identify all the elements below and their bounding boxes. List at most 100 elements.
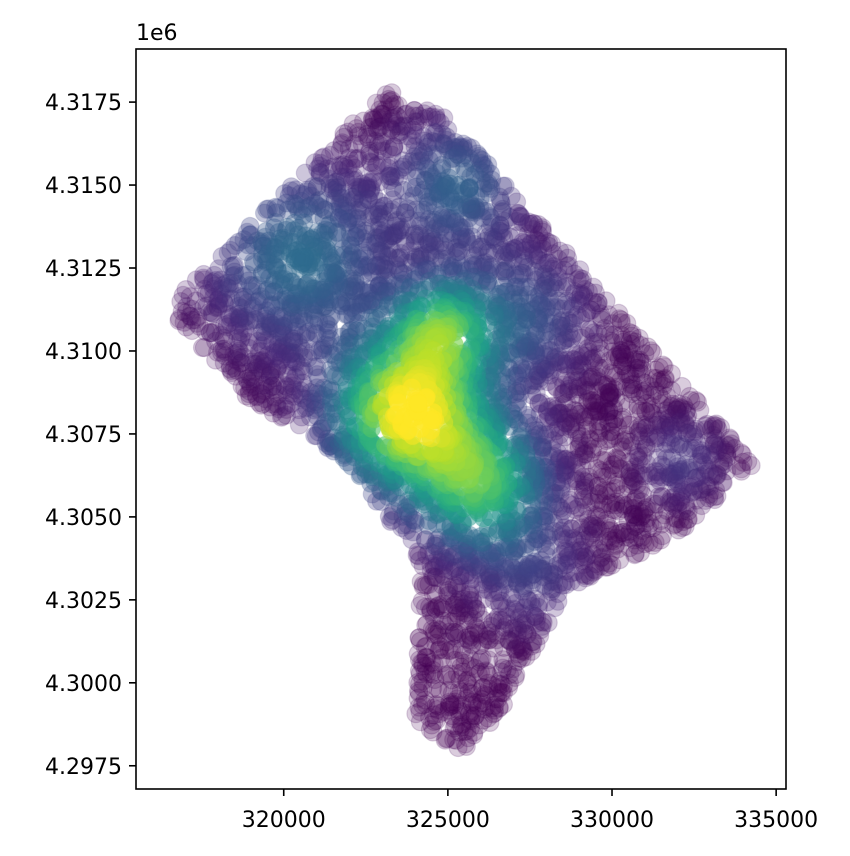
scatter-point [462, 695, 482, 715]
scatter-point [420, 719, 440, 740]
scatter-point [653, 376, 674, 396]
scatter-point [473, 677, 493, 698]
scatter-point [415, 637, 435, 657]
scatter-point [416, 647, 436, 667]
scatter-point [649, 385, 669, 405]
scatter-point [436, 665, 456, 685]
y-tick-label: 4.3025 [45, 589, 122, 614]
scatter-point [449, 722, 469, 742]
scatter-point [635, 373, 655, 393]
scatter-point [425, 624, 445, 645]
scatter-point [493, 694, 513, 715]
scatter-point [643, 368, 663, 388]
scatter-point [452, 702, 472, 722]
scatter-point [452, 695, 472, 715]
scatter-point [654, 373, 674, 394]
scatter-point [484, 700, 504, 720]
scatter-point [450, 669, 470, 690]
scatter-point [409, 628, 429, 648]
scatter-point [500, 664, 520, 685]
scatter-point [430, 681, 450, 701]
scatter-point [626, 350, 647, 370]
scatter-point [482, 698, 502, 718]
scatter-point [626, 535, 647, 555]
scatter-point [440, 696, 460, 716]
scatter-point [490, 671, 510, 691]
scatter-point [631, 507, 651, 527]
scatter-point [628, 395, 648, 415]
scatter-point [633, 530, 653, 550]
scatter-point [620, 379, 641, 399]
scatter-point [447, 628, 467, 648]
scatter-point [661, 380, 682, 400]
scatter-point [462, 706, 482, 726]
scatter-point [426, 710, 446, 731]
scatter-point [442, 706, 462, 726]
scatter-point [464, 722, 484, 742]
scatter-point [440, 692, 460, 712]
scatter-point [604, 409, 624, 429]
scatter-point [492, 682, 512, 703]
scatter-point [741, 455, 761, 476]
scatter-point [463, 725, 484, 745]
scatter-point [628, 506, 648, 526]
scatter-point [624, 507, 644, 527]
scatter-point [620, 521, 640, 541]
scatter-point [410, 595, 430, 616]
scatter-point [409, 650, 430, 670]
scatter-point [408, 393, 428, 414]
scatter-point [479, 650, 499, 670]
y-tick-label: 4.3050 [45, 506, 122, 531]
y-tick-label: 4.3000 [45, 672, 122, 697]
scatter-point [475, 684, 495, 705]
scatter-point [615, 527, 635, 547]
scatter-point [600, 422, 620, 442]
scatter-point [588, 416, 608, 436]
scatter-point [599, 382, 620, 402]
y-tick-label: 4.3100 [45, 340, 122, 365]
scatter-point [609, 523, 629, 544]
scatter-point [426, 633, 446, 654]
scatter-point [616, 364, 636, 384]
scatter-point [655, 368, 675, 388]
scatter-point [491, 683, 511, 703]
scatter-point [635, 344, 655, 364]
scatter-point [443, 626, 463, 646]
scatter-point [641, 341, 661, 361]
x-tick-label: 320000 [242, 808, 326, 833]
scatter-point [486, 689, 506, 709]
scatter-point [460, 649, 480, 669]
scatter-point [449, 680, 469, 700]
scatter-point [452, 717, 472, 737]
scatter-point [439, 697, 459, 717]
scatter-point [638, 518, 658, 539]
scatter-point [628, 358, 649, 378]
scatter-point [623, 379, 643, 399]
scatter-point [624, 382, 644, 402]
scatter-point [619, 538, 640, 558]
scatter-point [605, 500, 625, 520]
scatter-point [408, 681, 429, 701]
scatter-point [426, 599, 446, 619]
scatter-point [422, 678, 443, 699]
scatter-point [616, 361, 637, 381]
y-tick-label: 4.3075 [45, 423, 122, 448]
scatter-point [408, 672, 428, 693]
scatter-point [668, 454, 688, 474]
scatter-point [497, 659, 517, 680]
scatter-point [422, 619, 442, 640]
scatter-point [413, 656, 433, 676]
scatter-point [642, 386, 662, 406]
scatter-point [632, 371, 652, 392]
scatter-point [606, 388, 626, 408]
scatter-point [290, 247, 310, 267]
scatter-point [620, 364, 640, 384]
scatter-point [645, 532, 665, 553]
scatter-point [406, 704, 426, 724]
scatter-point [477, 662, 497, 683]
scatter-point [408, 688, 428, 708]
scatter-point [457, 670, 477, 690]
scatter-point [494, 653, 514, 674]
scatter-point [447, 624, 467, 644]
